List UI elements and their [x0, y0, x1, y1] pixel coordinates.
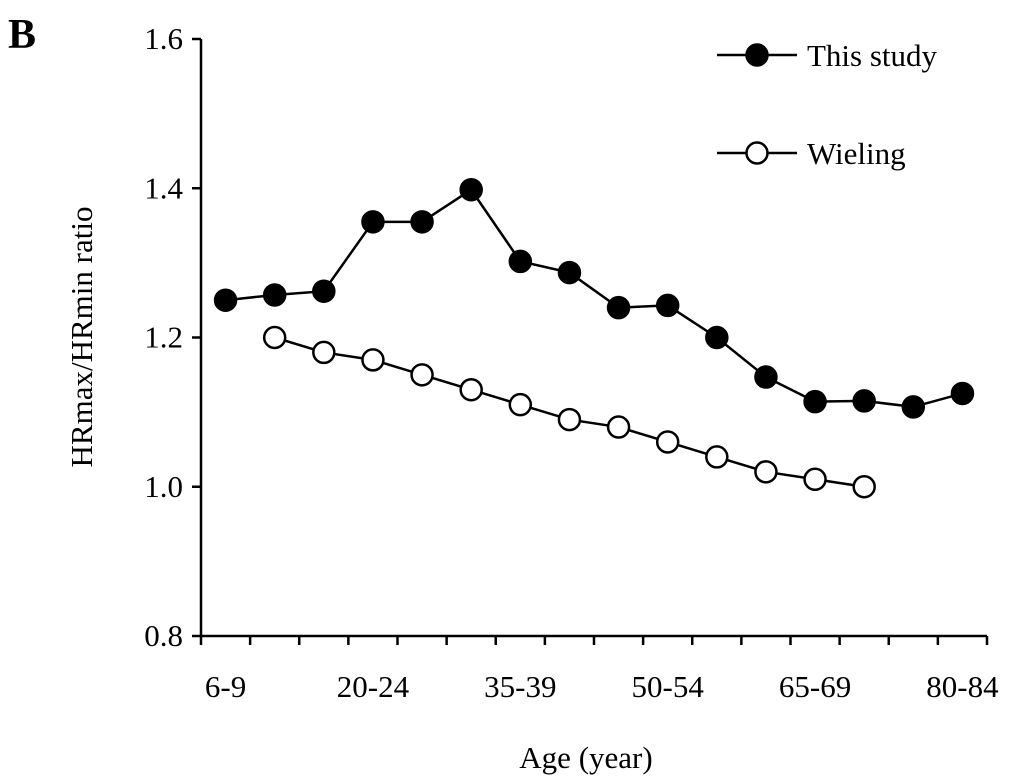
legend-marker [745, 141, 769, 165]
data-point [262, 283, 287, 307]
data-point [705, 325, 729, 350]
legend-item: Wieling [717, 136, 906, 171]
data-point [459, 377, 483, 402]
data-point [557, 407, 582, 432]
axes: 0.8 1.0 1.2 1.4 1.6 6-9 20-24 35-39 50-54 65-69 80… [144, 21, 999, 704]
x-tick-label: 80-84 [926, 669, 999, 704]
data-point [312, 340, 336, 365]
x-axis-label: Age (year) [519, 740, 652, 775]
panel-label: B [8, 12, 36, 58]
legend-label: This study [807, 38, 938, 73]
data-point [852, 475, 876, 499]
data-point [754, 365, 778, 389]
data-point [655, 293, 680, 318]
series-1 [213, 177, 975, 419]
data-point [803, 389, 827, 414]
data-point [606, 415, 631, 439]
data-point [361, 210, 385, 234]
data-point [852, 389, 876, 413]
x-tick-label: 20-24 [337, 669, 410, 704]
legend-marker [745, 43, 769, 67]
y-tick-label: 1.2 [144, 320, 183, 355]
series-layer [213, 177, 975, 499]
data-point [410, 210, 434, 234]
y-tick-label: 0.8 [144, 618, 183, 653]
x-tick-label: 65-69 [779, 669, 851, 704]
series-line [225, 188, 963, 409]
x-tick-label: 35-39 [484, 669, 556, 704]
data-point [557, 260, 582, 285]
y-axis-label: HRmax/HRmin ratio [64, 207, 99, 468]
data-point [754, 460, 778, 484]
y-tick-label: 1.0 [144, 469, 183, 504]
x-tick-label: 6-9 [205, 669, 246, 704]
data-point [655, 430, 680, 454]
legend: This study Wieling [717, 38, 938, 171]
data-point [950, 381, 975, 406]
data-point [312, 279, 336, 303]
data-point [361, 348, 385, 372]
data-point [262, 325, 287, 350]
data-point [508, 392, 533, 417]
legend-item: This study [717, 38, 938, 73]
series-2 [262, 325, 876, 499]
data-point [803, 467, 827, 492]
data-point [410, 363, 434, 387]
legend-label: Wieling [807, 136, 906, 171]
data-point [901, 395, 926, 419]
data-point [213, 288, 238, 312]
data-point [705, 445, 729, 469]
y-tick-label: 1.4 [144, 170, 183, 205]
x-tick-label: 50-54 [632, 669, 705, 704]
data-point [508, 249, 533, 274]
data-point [606, 295, 631, 320]
data-point [459, 177, 483, 202]
y-tick-label: 1.6 [144, 21, 183, 56]
